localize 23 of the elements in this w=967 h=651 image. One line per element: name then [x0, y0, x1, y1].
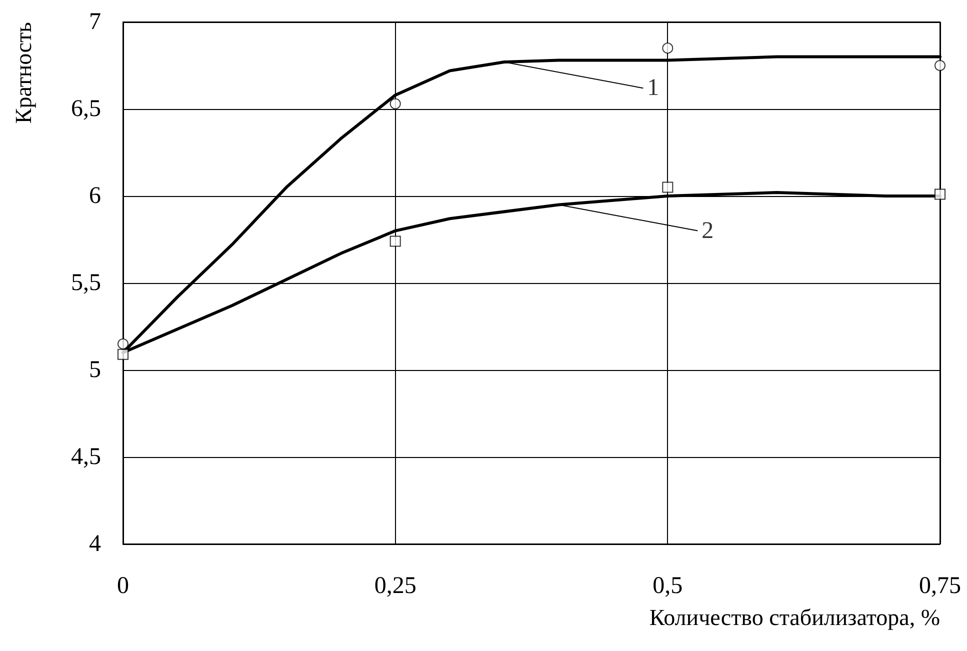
- annotation: 1: [647, 75, 660, 102]
- y-tick-label: 4,5: [71, 444, 101, 470]
- y-tick-label: 6,5: [71, 96, 101, 122]
- point: [662, 42, 674, 54]
- point: [118, 338, 128, 350]
- point: [662, 182, 674, 193]
- x-axis-title: Количество стабилизатора, %: [649, 605, 940, 630]
- y-tick-label: 5,5: [71, 270, 101, 296]
- y-tick-label: 4: [89, 531, 101, 557]
- x-tick-label: 0,5: [652, 573, 683, 599]
- x-tick-label: 0: [117, 573, 129, 599]
- x-tick-label: 0,75: [919, 573, 961, 599]
- point: [390, 98, 401, 110]
- y-axis-title: Кратность: [11, 22, 36, 124]
- y-tick-label: 7: [89, 9, 101, 35]
- annotation: 2: [702, 218, 714, 244]
- point: [390, 236, 401, 247]
- point: [934, 188, 946, 200]
- x-tick-label: 0,25: [374, 573, 416, 599]
- point: [934, 60, 946, 71]
- y-tick-label: 6: [89, 183, 101, 209]
- y-tick-label: 5: [89, 357, 101, 383]
- point: [118, 348, 128, 360]
